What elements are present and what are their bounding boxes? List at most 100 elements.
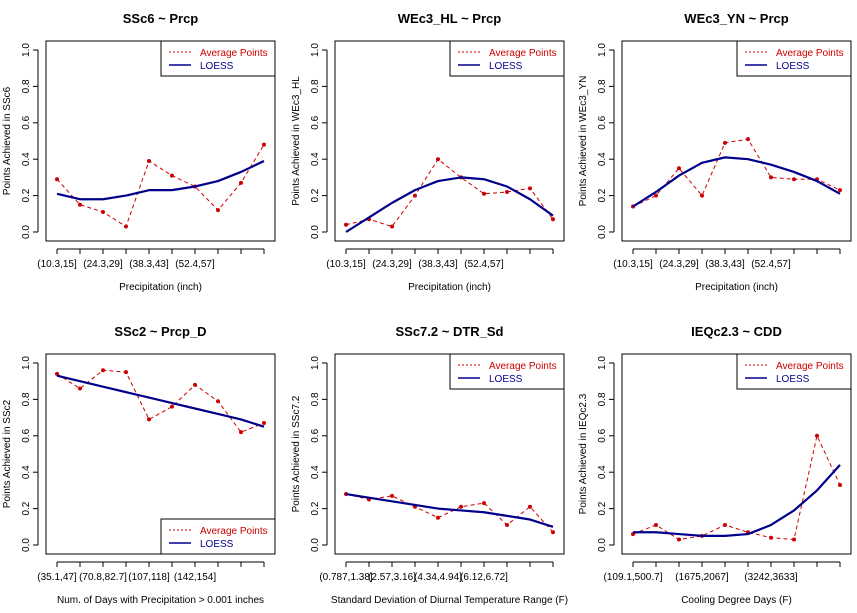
y-tick-label: 0.4	[597, 152, 608, 166]
average-point-marker	[700, 193, 704, 198]
average-point-marker	[815, 433, 819, 438]
x-tick-label: (107,118]	[128, 572, 170, 583]
average-point-marker	[459, 504, 463, 509]
x-tick-label: (38.3,43]	[129, 259, 169, 270]
y-axis-label: Points Achieved in SSc7.2	[291, 395, 302, 512]
x-tick-label: (10.3,15]	[613, 259, 653, 270]
x-tick-label: (10.3,15]	[326, 259, 366, 270]
y-tick-label: 0.6	[597, 115, 608, 129]
x-tick-label: (109.1,500.7]	[604, 572, 663, 583]
average-point-marker	[147, 417, 151, 422]
y-tick-label: 0.8	[310, 392, 321, 406]
legend: Average Points LOESS	[736, 353, 852, 390]
y-tick-label: 0.2	[597, 188, 608, 202]
y-tick-label: 0.0	[21, 225, 32, 239]
average-point-marker	[505, 522, 509, 527]
average-point-marker	[677, 166, 681, 171]
y-tick-label: 0.6	[21, 428, 32, 442]
x-tick-label: (10.3,15]	[37, 259, 77, 270]
legend: Average Points LOESS	[449, 353, 565, 390]
y-tick-label: 0.0	[21, 538, 32, 552]
y-tick-label: 1.0	[310, 356, 321, 370]
average-point-marker	[101, 209, 105, 214]
y-tick-label: 0.2	[21, 501, 32, 515]
x-tick-label: (0.787,1.38]	[319, 572, 373, 583]
y-axis-label: Points Achieved in SSc6	[2, 86, 13, 195]
x-tick-label: (6.12,6.72]	[460, 572, 508, 583]
x-axis-label: Precipitation (inch)	[695, 282, 778, 293]
average-point-marker	[654, 522, 658, 527]
legend-label-loess: LOESS	[489, 374, 523, 385]
x-tick-label: (38.3,43]	[705, 259, 745, 270]
y-tick-label: 0.0	[597, 538, 608, 552]
average-point-marker	[101, 368, 105, 373]
chart-title: WEc3_HL ~ Prcp	[398, 11, 502, 26]
y-tick-label: 0.4	[21, 465, 32, 479]
x-tick-label: (70.8,82.7]	[79, 572, 127, 583]
chart-panel-4: SSc2 ~ Prcp_D 0.0 0.2 0.4 0.6 0.8 1.0 Points Ac…	[2, 324, 276, 606]
y-tick-label: 0.8	[597, 392, 608, 406]
average-point-marker	[436, 515, 440, 520]
legend-label-average: Average Points	[200, 48, 268, 59]
y-tick-label: 0.6	[21, 115, 32, 129]
average-point-marker	[344, 222, 348, 227]
legend-box	[449, 353, 565, 390]
x-axis-label: Precipitation (inch)	[119, 282, 202, 293]
average-point-marker	[551, 217, 555, 222]
x-tick-label: (38.3,43]	[418, 259, 458, 270]
y-tick-label: 0.2	[310, 188, 321, 202]
chart-panel-1: SSc6 ~ Prcp 0.0 0.2 0.4 0.6 0.8 1.0 Points Achi…	[2, 11, 276, 293]
average-point-marker	[78, 202, 82, 207]
loess-line	[345, 176, 554, 233]
loess-line	[633, 464, 841, 538]
legend-label-loess: LOESS	[200, 539, 234, 550]
y-tick-label: 0.4	[310, 152, 321, 166]
chart-title: SSc7.2 ~ DTR_Sd	[395, 324, 503, 339]
x-tick-label: (52.4,57]	[175, 259, 215, 270]
average-points-line	[56, 144, 265, 228]
y-tick-label: 0.2	[310, 501, 321, 515]
legend-box	[449, 40, 565, 77]
x-tick-label: (2.57,3.16]	[368, 572, 416, 583]
average-point-marker	[528, 186, 532, 191]
legend-label-loess: LOESS	[200, 61, 234, 72]
average-points-line	[632, 138, 841, 207]
average-point-marker	[792, 177, 796, 182]
average-point-marker	[262, 142, 266, 147]
legend: Average Points LOESS	[449, 40, 565, 77]
chart-panel-5: SSc7.2 ~ DTR_Sd 0.0 0.2 0.4 0.6 0.8 1.0 Points …	[291, 324, 568, 606]
chart-title: IEQc2.3 ~ CDD	[691, 324, 782, 339]
legend-label-loess: LOESS	[489, 61, 523, 72]
average-point-marker	[413, 193, 417, 198]
x-tick-label: (24.3,29]	[372, 259, 412, 270]
average-point-marker	[78, 386, 82, 391]
average-point-marker	[216, 208, 220, 213]
average-point-marker	[792, 537, 796, 542]
y-axis-label: Points Achieved in WEc3_YN	[578, 76, 589, 207]
average-point-marker	[390, 493, 394, 498]
average-point-marker	[769, 535, 773, 540]
average-point-marker	[170, 404, 174, 409]
average-points-line	[345, 493, 554, 533]
average-point-marker	[482, 191, 486, 196]
chart-title: SSc2 ~ Prcp_D	[114, 324, 206, 339]
average-point-marker	[677, 537, 681, 542]
chart-panel-2: WEc3_HL ~ Prcp 0.0 0.2 0.4 0.6 0.8 1.0 Points A…	[291, 11, 565, 293]
x-tick-label: (52.4,57]	[464, 259, 504, 270]
average-point-marker	[838, 188, 842, 193]
y-tick-label: 0.0	[310, 538, 321, 552]
legend-label-loess: LOESS	[776, 374, 810, 385]
average-point-marker	[239, 180, 243, 185]
x-tick-label: (24.3,29]	[83, 259, 123, 270]
legend-box	[736, 40, 852, 77]
y-tick-label: 0.2	[597, 501, 608, 515]
legend-label-average: Average Points	[200, 526, 268, 537]
average-point-marker	[505, 189, 509, 194]
average-point-marker	[147, 159, 151, 164]
x-axis-label: Standard Deviation of Diurnal Temperatur…	[331, 595, 568, 606]
average-point-marker	[170, 173, 174, 178]
y-tick-label: 0.8	[310, 79, 321, 93]
loess-line	[345, 492, 554, 528]
average-point-marker	[124, 224, 128, 229]
chart-title: SSc6 ~ Prcp	[123, 11, 199, 26]
